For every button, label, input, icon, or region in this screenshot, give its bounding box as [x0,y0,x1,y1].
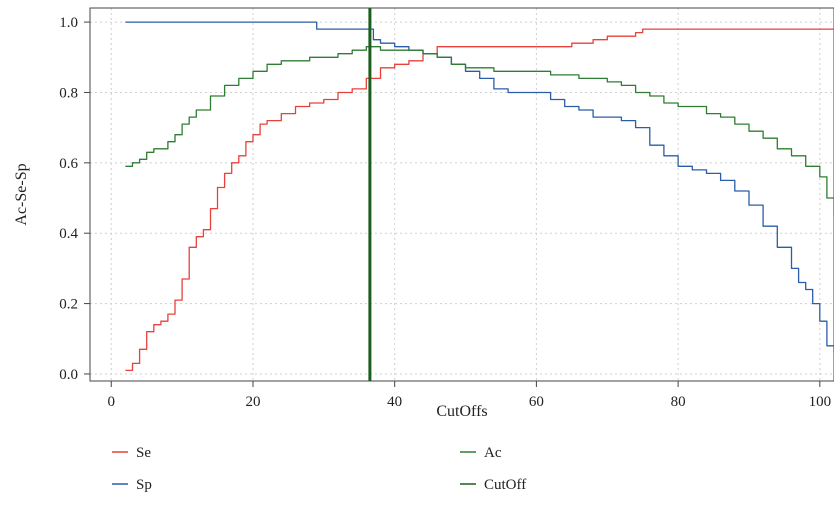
x-axis-label: CutOffs [436,403,487,420]
series-line-se [125,25,834,372]
legend: Se Sp Ac CutOff [112,445,526,493]
gridlines [90,8,834,381]
y-tick-label: 0.2 [59,297,78,313]
y-tick-label: 1.0 [59,15,78,31]
y-tick-label: 0.0 [59,367,78,383]
series-line-ac [125,46,834,216]
x-tick-label: 40 [387,394,402,410]
x-tick-label: 100 [809,394,832,410]
y-axis-label: Ac-Se-Sp [13,163,30,225]
legend-item-se: Se [112,445,151,461]
legend-label: Se [136,445,151,461]
legend-label: Ac [484,445,502,461]
axes: 0 20 40 60 80 100 0.0 0.2 0.4 0.6 0.8 1.0 [59,15,831,410]
series-layer [125,8,834,381]
y-tick-label: 0.8 [59,85,78,101]
x-tick-label: 0 [108,394,116,410]
series-line-sp [125,21,834,353]
legend-item-sp: Sp [112,477,152,493]
plot-frame [89,7,834,382]
x-tick-label: 80 [671,394,686,410]
y-tick-label: 0.4 [59,226,78,242]
legend-label: Sp [136,477,152,493]
x-tick-label: 20 [245,394,260,410]
legend-label: CutOff [484,477,526,493]
legend-item-ac: Ac [460,445,502,461]
x-tick-label: 60 [529,394,544,410]
y-tick-label: 0.6 [59,156,78,172]
legend-item-cutoff: CutOff [460,477,526,493]
